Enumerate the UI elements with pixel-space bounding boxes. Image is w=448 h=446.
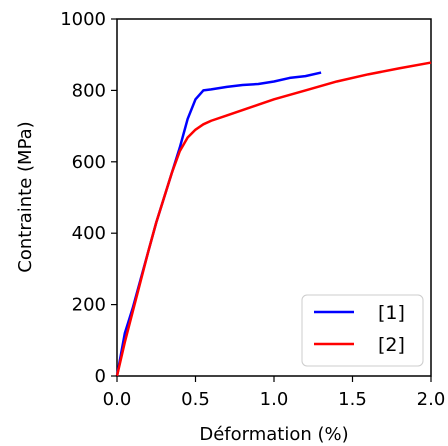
y-tick-label: 800 [72, 80, 106, 101]
series-layer [115, 61, 432, 377]
legend-label-2: [2] [378, 334, 405, 356]
y-axis-label: Contrainte (MPa) [15, 121, 36, 272]
series-line-2 [115, 61, 432, 377]
x-tick-label: 1.5 [338, 389, 367, 410]
y-tick-label: 400 [72, 223, 106, 244]
x-tick-label: 2.0 [417, 389, 446, 410]
x-tick-label: 0.5 [181, 389, 210, 410]
x-tick-label: 0.0 [103, 389, 132, 410]
y-tick-label: 600 [72, 152, 106, 173]
y-tick-label: 1000 [60, 9, 106, 30]
legend: [1][2] [301, 294, 424, 367]
x-axis-label: Déformation (%) [199, 424, 348, 445]
y-tick-label: 0 [95, 366, 106, 387]
ticks-layer: 0.0 0.5 1.0 1.5 2.0 0 200 400 600 800 1000 [60, 9, 445, 410]
x-tick-label: 1.0 [260, 389, 289, 410]
y-tick-label: 200 [72, 295, 106, 316]
legend-label-1: [1] [378, 302, 405, 324]
